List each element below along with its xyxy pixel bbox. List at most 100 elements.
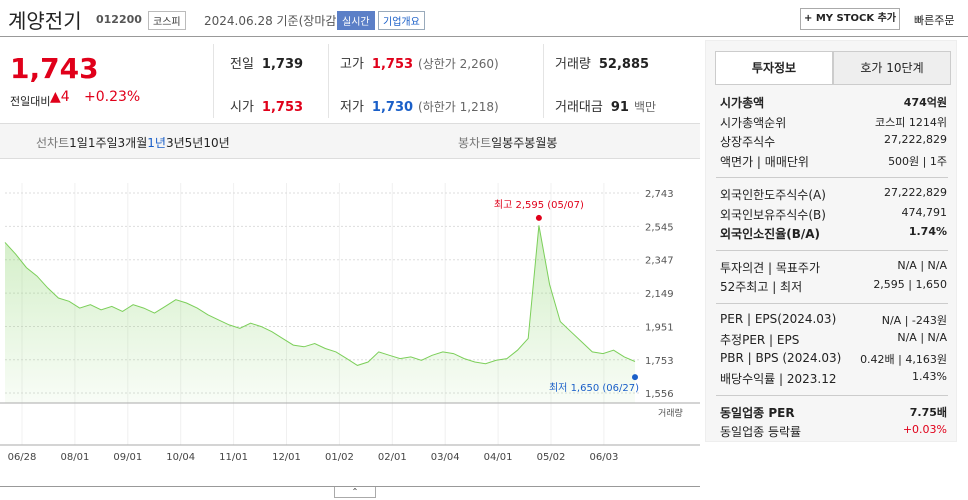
- period-tab[interactable]: 1년: [147, 136, 166, 150]
- mystock-button[interactable]: + MY STOCK 추가: [800, 8, 900, 30]
- period-tab[interactable]: 3개월: [117, 136, 148, 150]
- quick-order[interactable]: 빠른주문: [914, 14, 955, 27]
- y-tick-label: 1,753: [645, 356, 674, 367]
- summary-value: 1,739: [261, 57, 304, 72]
- high-marker: [535, 214, 542, 221]
- period-tab[interactable]: 1주일: [87, 136, 118, 150]
- summary-label: 시가: [230, 100, 254, 115]
- invest-label: 동일업종 PER: [720, 405, 795, 420]
- invest-label: 투자의견 | 목표주가: [720, 260, 820, 275]
- change-label: 전일대비: [10, 95, 51, 108]
- y-tick-label: 2,149: [645, 289, 674, 300]
- line-tabs: 선차트1일1주일3개월1년3년5년10년: [36, 134, 230, 151]
- chart-tabs: 선차트1일1주일3개월1년3년5년10년 봉차트일봉주봉월봉: [0, 123, 700, 159]
- summary-item: 저가 1,730 (하한가 1,218): [340, 96, 499, 115]
- summary-note: 백만: [633, 100, 657, 114]
- x-tick-label: 06/03: [589, 452, 618, 463]
- change-rate: +0.23%: [84, 89, 141, 105]
- summary-note: (하한가 1,218): [418, 100, 499, 114]
- invest-label: 액면가 | 매매단위: [720, 154, 809, 169]
- separator: [328, 44, 329, 118]
- separator: [716, 249, 948, 251]
- invest-label: 외국인보유주식수(B): [720, 207, 826, 222]
- invest-label: 52주최고 | 최저: [720, 280, 803, 294]
- low-label: 최저 1,650 (06/27): [549, 382, 639, 394]
- summary-item: 거래대금 91 백만: [555, 96, 656, 115]
- summary-note: (상한가 2,260): [418, 57, 499, 71]
- separator: [716, 177, 948, 178]
- separator: [716, 302, 948, 304]
- summary-item: 고가 1,753 (상한가 2,260): [340, 53, 499, 72]
- invest-value: 474,791: [901, 205, 948, 219]
- candle-tab[interactable]: 주봉: [513, 136, 536, 150]
- volume-label: 거래량: [658, 407, 683, 419]
- x-tick-label: 06/28: [8, 452, 37, 463]
- x-tick-label: 09/01: [113, 452, 142, 463]
- invest-label: 상장주식수: [720, 135, 776, 149]
- x-tick-label: 01/02: [325, 452, 354, 463]
- invest-value: 1.43%: [912, 370, 947, 383]
- summary-label: 고가: [340, 57, 364, 72]
- candle-tab[interactable]: 월봉: [535, 136, 558, 150]
- invest-label: 배당수익률 | 2023.12: [720, 372, 837, 386]
- overview-badge[interactable]: 기업개요: [378, 11, 425, 30]
- invest-value: 27,222,829: [884, 133, 947, 146]
- period-tab[interactable]: 1일: [69, 136, 88, 150]
- period-tab[interactable]: 3년: [165, 136, 185, 150]
- summary-label: 거래대금: [555, 100, 603, 115]
- invest-label: 시가총액순위: [720, 115, 787, 130]
- divider: [0, 486, 700, 487]
- summary-item: 전일 1,739: [230, 53, 308, 72]
- separator: [543, 44, 544, 118]
- invest-tab[interactable]: 호가 10단계: [833, 51, 951, 85]
- realtime-badge[interactable]: 실시간: [337, 11, 375, 30]
- x-tick-label: 03/04: [431, 452, 460, 463]
- invest-value: N/A | N/A: [897, 331, 947, 344]
- y-tick-label: 1,951: [645, 322, 674, 333]
- invest-tab[interactable]: 투자정보: [715, 51, 833, 85]
- summary-item: 거래량 52,885: [555, 53, 654, 72]
- invest-value: 27,222,829: [884, 186, 947, 199]
- summary-value: 52,885: [598, 57, 650, 72]
- invest-value: 0.42배 | 4,163원: [860, 352, 947, 366]
- invest-value: N/A | -243원: [881, 313, 947, 327]
- x-tick-label: 04/01: [484, 452, 513, 463]
- summary-value: 1,753: [261, 100, 304, 115]
- summary-value: 1,730: [371, 100, 414, 115]
- y-tick-label: 2,545: [645, 222, 674, 233]
- summary-value: 1,753: [371, 57, 414, 72]
- y-tick-label: 1,556: [645, 389, 674, 400]
- period-tab[interactable]: 5년: [184, 136, 204, 150]
- low-marker: [632, 374, 638, 381]
- invest-label: 동일업종 등락률: [720, 425, 802, 439]
- area-fill: [5, 225, 635, 403]
- candle-tabs: 봉차트일봉주봉월봉: [458, 134, 557, 151]
- stock-title: 계양전기: [8, 9, 82, 33]
- summary-label: 거래량: [555, 57, 591, 72]
- candle-tab[interactable]: 일봉: [491, 136, 514, 150]
- market-badge: 코스피: [148, 11, 186, 30]
- collapse-button[interactable]: ⌃: [334, 487, 376, 498]
- tab-label: 봉차트: [458, 136, 492, 150]
- invest-panel: [705, 40, 957, 442]
- invest-value: 1.74%: [908, 225, 947, 238]
- separator: [716, 394, 948, 396]
- invest-label: PER | EPS(2024.03): [720, 311, 837, 326]
- x-tick-label: 02/01: [378, 452, 407, 463]
- invest-label: 외국인한도주식수(A): [720, 188, 826, 202]
- summary-value: 91: [610, 100, 629, 115]
- invest-label: 외국인소진율(B/A): [720, 227, 821, 241]
- high-label: 최고 2,595 (05/07): [494, 199, 584, 211]
- x-tick-label: 12/01: [272, 452, 301, 463]
- price-line: [4, 225, 636, 366]
- summary-label: 저가: [340, 100, 364, 115]
- summary-label: 전일: [230, 57, 254, 72]
- invest-value: 474억원: [903, 96, 947, 109]
- invest-value: 코스피 1214위: [875, 115, 947, 129]
- invest-value: 500원 | 1주: [888, 154, 947, 168]
- period-tab[interactable]: 10년: [203, 136, 230, 150]
- y-tick-label: 2,743: [645, 189, 674, 200]
- y-tick-label: 2,347: [645, 256, 674, 267]
- separator: [213, 44, 214, 118]
